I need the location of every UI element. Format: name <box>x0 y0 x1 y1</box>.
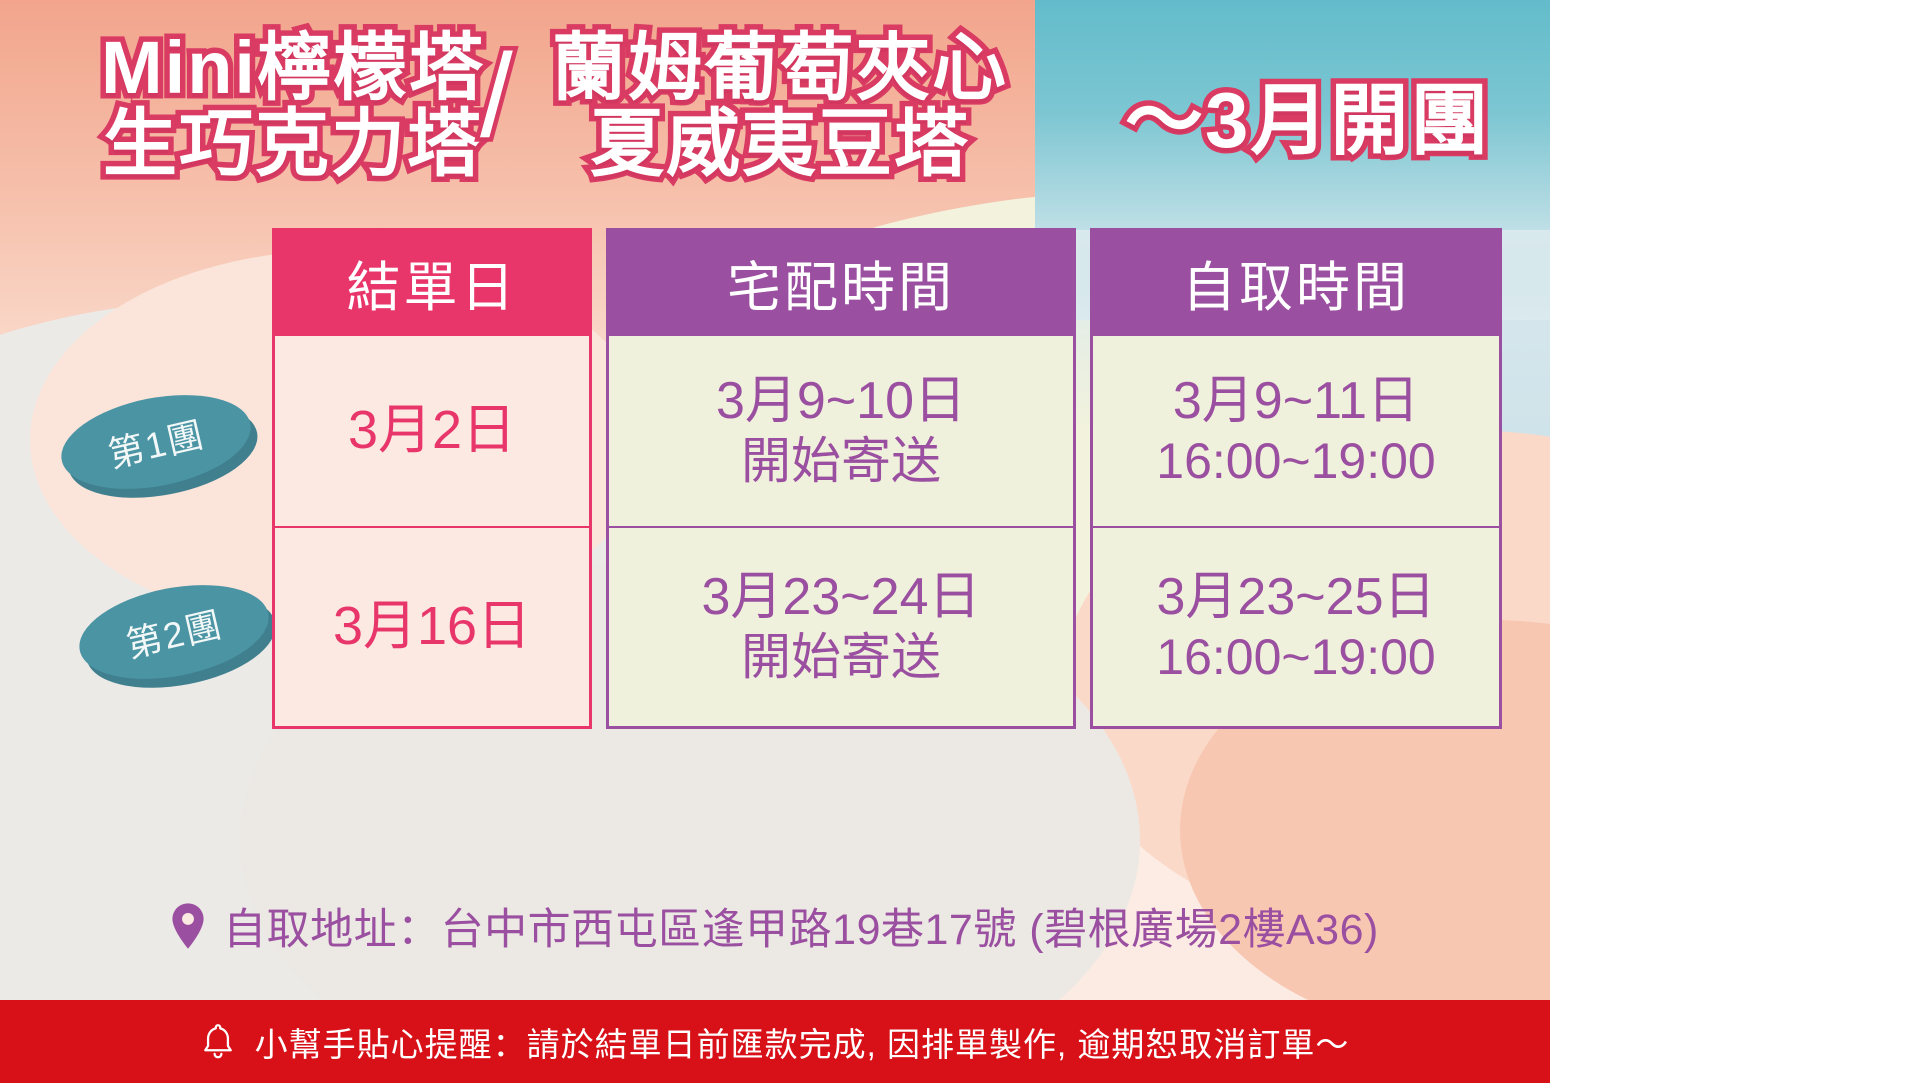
table-cell-deadline-row2: 3月16日 <box>272 528 592 729</box>
pickup-row2-line1: 3月23~25日 <box>1156 567 1436 626</box>
pickup-address-row: 自取地址：台中市西屯區逢甲路19巷17號 (碧根廣場2樓A36) <box>0 895 1550 957</box>
pickup-row1-line2: 16:00~19:00 <box>1156 433 1436 490</box>
table-cell-delivery-row2: 3月23~24日 開始寄送 <box>606 528 1076 729</box>
schedule-table: 結單日 3月2日 3月16日 宅配時間 3月9~10日 開始寄送 3月23~24… <box>272 228 1502 729</box>
pickup-row2-line2: 16:00~19:00 <box>1156 629 1436 686</box>
table-cell-delivery-row1: 3月9~10日 開始寄送 <box>606 336 1076 528</box>
right-white-margin <box>1550 0 1920 1083</box>
group-badge-1: 第1團 <box>53 380 266 513</box>
column-header-deadline: 結單日 <box>272 228 592 336</box>
delivery-row2-line1: 3月23~24日 <box>701 567 981 626</box>
column-pickup: 自取時間 3月9~11日 16:00~19:00 3月23~25日 16:00~… <box>1090 228 1502 729</box>
product-title-left: Mini檸檬塔 生巧克力塔 <box>78 24 508 188</box>
pickup-address-text: 自取地址：台中市西屯區逢甲路19巷17號 (碧根廣場2樓A36) <box>223 906 1379 954</box>
column-header-pickup: 自取時間 <box>1090 228 1502 336</box>
reminder-footer-text: 小幫手貼心提醒：請於結單日前匯款完成, 因排單製作, 逾期恕取消訂單～ <box>254 1025 1350 1063</box>
product-title-mid: 蘭姆葡萄夾心 夏威夷豆塔 <box>545 24 1015 188</box>
location-pin-icon <box>172 903 204 949</box>
table-cell-deadline-row1: 3月2日 <box>272 336 592 528</box>
table-cell-pickup-row1: 3月9~11日 16:00~19:00 <box>1090 336 1502 528</box>
group-badge-2-label: 第2團 <box>122 603 227 666</box>
product-title-left-line1: Mini檸檬塔 <box>96 24 489 111</box>
column-header-delivery: 宅配時間 <box>606 228 1076 336</box>
pickup-row1-line1: 3月9~11日 <box>1172 371 1420 430</box>
column-delivery: 宅配時間 3月9~10日 開始寄送 3月23~24日 開始寄送 <box>606 228 1076 729</box>
campaign-month-title: ～3月開團 <box>1119 74 1493 166</box>
product-title-mid-line2: 夏威夷豆塔 <box>585 100 974 187</box>
product-title-left-line2: 生巧克力塔 <box>98 100 487 187</box>
delivery-row2-line2: 開始寄送 <box>741 629 941 686</box>
title-zone: Mini檸檬塔 生巧克力塔 / 蘭姆葡萄夾心 夏威夷豆塔 ～3月開團 <box>0 0 1920 240</box>
bell-icon <box>203 1023 232 1058</box>
group-badge-1-label: 第1團 <box>104 413 209 476</box>
reminder-footer-bar: 小幫手貼心提醒：請於結單日前匯款完成, 因排單製作, 逾期恕取消訂單～ <box>0 1000 1550 1083</box>
column-deadline: 結單日 3月2日 3月16日 <box>272 228 592 729</box>
product-title-mid-line1: 蘭姆葡萄夾心 <box>547 24 1012 111</box>
delivery-row1-line1: 3月9~10日 <box>715 371 967 430</box>
table-cell-pickup-row2: 3月23~25日 16:00~19:00 <box>1090 528 1502 729</box>
delivery-row1-line2: 開始寄送 <box>741 433 941 490</box>
title-separator-slash: / <box>476 30 518 162</box>
group-badge-2: 第2團 <box>71 570 284 703</box>
